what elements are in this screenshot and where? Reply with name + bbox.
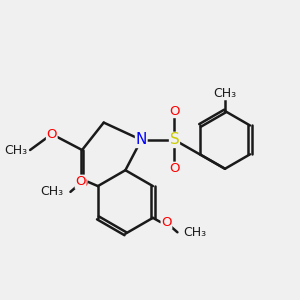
Text: CH₃: CH₃ — [183, 226, 206, 239]
Text: O: O — [169, 104, 180, 118]
Text: CH₃: CH₃ — [213, 87, 237, 100]
Text: CH₃: CH₃ — [40, 185, 63, 198]
Text: O: O — [75, 175, 86, 188]
Text: S: S — [169, 132, 179, 147]
Text: O: O — [77, 177, 87, 190]
Text: O: O — [46, 128, 57, 141]
Text: CH₃: CH₃ — [4, 143, 27, 157]
Text: N: N — [136, 132, 147, 147]
Text: O: O — [161, 216, 172, 229]
Text: O: O — [169, 162, 180, 175]
